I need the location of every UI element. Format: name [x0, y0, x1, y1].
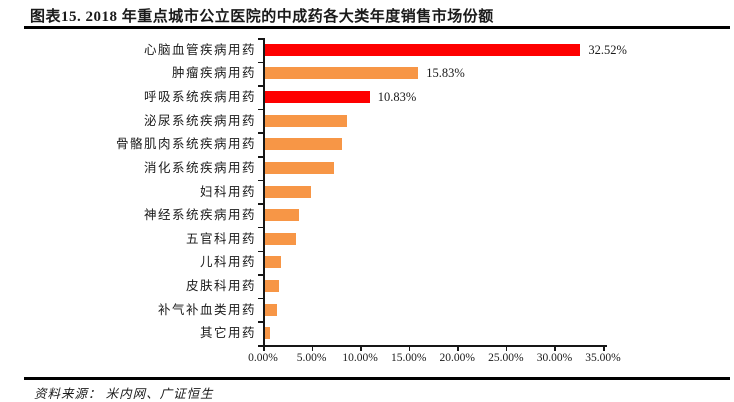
x-axis-tick-label: 10.00% [342, 352, 378, 364]
y-axis-tick [258, 108, 263, 111]
x-axis-tick [263, 347, 265, 351]
bar [264, 209, 299, 222]
bar [264, 91, 370, 104]
bar [264, 256, 281, 269]
category-label: 妇科用药 [199, 184, 256, 199]
x-axis-line [258, 345, 607, 347]
x-axis-tick [360, 347, 362, 351]
x-axis-tick-label: 30.00% [536, 352, 573, 364]
bar [264, 67, 419, 80]
figure-title: 图表15. 2018 年重点城市公立医院的中成药各大类年度销售市场份额 [30, 9, 494, 25]
bar [264, 327, 271, 340]
category-label: 补气补血类用药 [157, 302, 256, 317]
x-axis-tick-label: 35.00% [585, 352, 621, 364]
x-axis-tick [505, 347, 508, 351]
category-label: 泌尿系统疾病用药 [143, 113, 256, 128]
y-axis-tick [258, 156, 263, 158]
y-axis-tick [258, 38, 263, 40]
y-axis-tick [258, 274, 263, 276]
x-axis-tick [408, 347, 411, 351]
source-note: 资料来源： 米内网、广证恒生 [34, 387, 214, 401]
category-label: 消化系统疾病用药 [143, 160, 256, 175]
bar [264, 114, 348, 127]
y-axis-tick [258, 179, 263, 182]
category-label: 心脑血管疾病用药 [143, 42, 256, 57]
category-label: 神经系统疾病用药 [143, 208, 256, 223]
y-axis-tick [258, 250, 263, 253]
bar [264, 185, 312, 198]
category-label: 骨骼肌肉系统疾病用药 [115, 137, 256, 152]
value-label: 32.52% [588, 42, 627, 57]
x-axis-tick [603, 347, 605, 351]
title-rule [24, 26, 730, 29]
y-axis-tick [258, 226, 263, 229]
bar [264, 232, 296, 245]
x-axis-tick-label: 5.00% [296, 352, 327, 364]
y-axis-tick [258, 321, 263, 323]
category-label: 皮肤科用药 [185, 278, 256, 293]
x-axis-tick-label: 25.00% [488, 352, 524, 364]
x-axis-tick [457, 347, 459, 351]
bar [264, 279, 280, 292]
y-axis-tick [258, 345, 263, 347]
footer-rule [24, 377, 730, 380]
x-axis-tick-label: 20.00% [439, 352, 476, 364]
x-axis-tick-label: 0.00% [248, 352, 278, 364]
bar-chart: 心脑血管疾病用药 32.52% 肿瘤疾病用药 15.83% 呼吸系统疾病用药 10.83%… [115, 38, 627, 364]
bar [264, 303, 278, 316]
y-axis-tick [258, 61, 263, 64]
category-label: 儿科用药 [199, 255, 256, 270]
value-label: 15.83% [426, 66, 465, 81]
bar [264, 138, 343, 151]
category-label: 呼吸系统疾病用药 [143, 90, 256, 105]
y-axis-tick [258, 297, 263, 300]
category-label: 其它用药 [199, 326, 256, 341]
category-label: 五官科用药 [185, 231, 256, 246]
value-label: 10.83% [377, 90, 417, 105]
y-axis-tick [258, 203, 263, 205]
category-label: 肿瘤疾病用药 [171, 66, 256, 81]
x-axis-tick [311, 347, 314, 351]
y-axis-tick [258, 132, 263, 134]
x-axis-tick [554, 347, 556, 351]
x-axis-tick-label: 15.00% [390, 352, 427, 364]
bar [264, 161, 335, 174]
bar [264, 43, 581, 56]
y-axis-line [263, 38, 265, 347]
y-axis-tick [258, 85, 263, 87]
